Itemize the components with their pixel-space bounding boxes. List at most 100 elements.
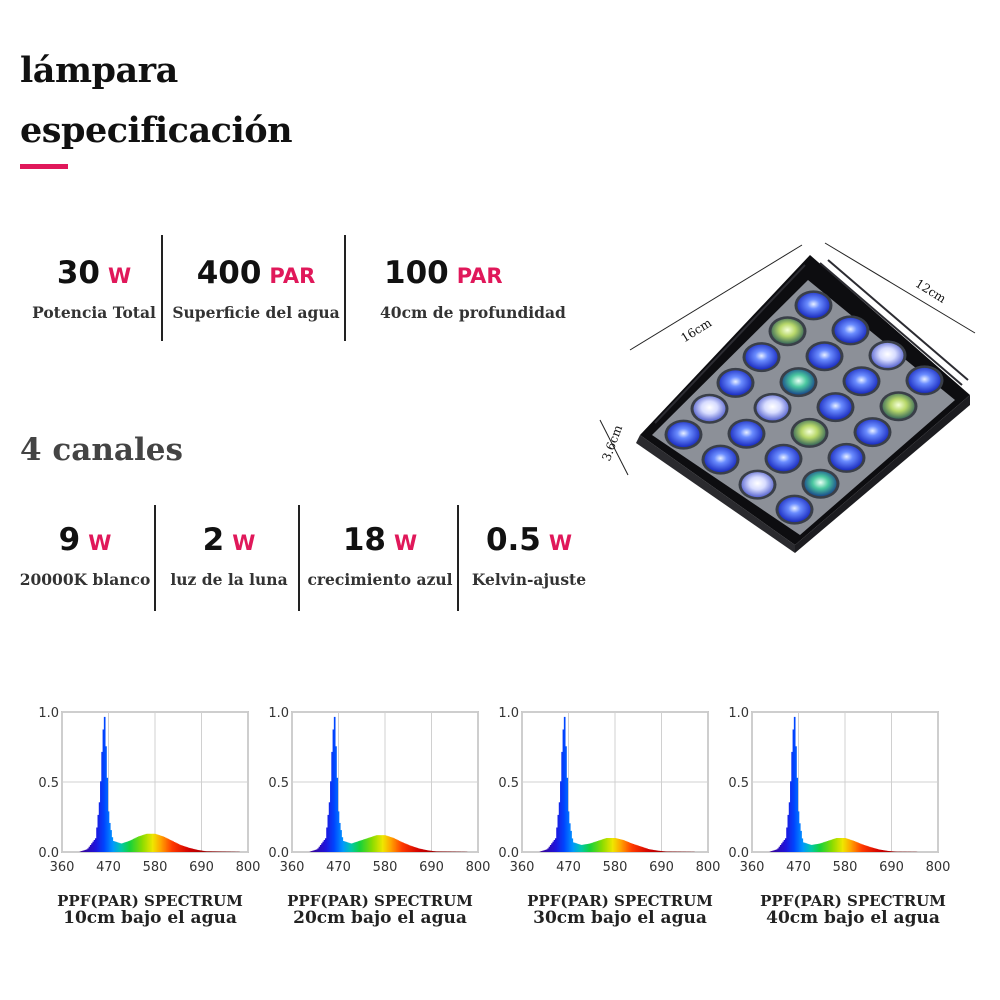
spectrum-bar xyxy=(153,833,155,852)
spectrum-bar xyxy=(369,837,372,852)
led-lens xyxy=(719,370,752,396)
spectrum-bar xyxy=(340,830,342,852)
spectrum-bar xyxy=(430,850,432,852)
chart-caption-depth: 30cm bajo el agua xyxy=(533,908,707,928)
spectrum-bar xyxy=(432,851,435,852)
led-lens xyxy=(741,472,774,498)
spectrum-chart-30cm: 360 470 580 690 800 0.0 0.5 1.0 xyxy=(472,700,720,885)
spectrum-chart-20cm: 360 470 580 690 800 0.0 0.5 1.0 xyxy=(242,700,490,885)
spectrum-bar xyxy=(163,836,166,852)
spectrum-bar xyxy=(154,833,157,852)
spectrum-bar xyxy=(182,845,185,852)
spectrum-chart-10cm: 360 470 580 690 800 0.0 0.5 1.0 xyxy=(12,700,260,885)
spectrum-bar xyxy=(202,850,205,852)
spectrum-bar xyxy=(815,844,818,852)
spectrum-bar xyxy=(553,839,556,852)
spectrum-bar xyxy=(829,840,832,852)
page-title-line-1: lámpara xyxy=(20,50,178,91)
spectrum-bar xyxy=(112,841,115,852)
spectrum-bar xyxy=(407,844,410,852)
spectrum-bar xyxy=(573,842,576,852)
spectrum-bar xyxy=(609,838,612,852)
led-lens xyxy=(693,396,726,422)
spectrum-bar xyxy=(802,842,805,852)
spectrum-bar xyxy=(345,841,347,852)
led-lens xyxy=(871,342,904,368)
spectrum-bar xyxy=(385,835,388,852)
divider xyxy=(298,505,300,611)
spectrum-bar xyxy=(409,845,412,852)
spectrum-bar xyxy=(116,842,119,852)
spectrum-bar xyxy=(110,830,112,852)
spectrum-bar xyxy=(582,844,585,852)
spectrum-bar xyxy=(575,843,577,852)
spectrum-bar xyxy=(434,851,436,852)
y-tick-label: 0.0 xyxy=(268,846,289,861)
spectrum-bar xyxy=(544,849,547,852)
spectrum-bar xyxy=(861,844,863,852)
spectrum-bar xyxy=(605,838,608,852)
spectrum-bar xyxy=(819,843,821,852)
spectrum-bar xyxy=(428,850,431,852)
spectrum-bar xyxy=(167,838,169,852)
spectrum-bar xyxy=(164,837,167,852)
page-title-line-2: especificación xyxy=(20,110,293,151)
spectrum-bar xyxy=(165,838,168,852)
spectrum-bar xyxy=(179,845,182,852)
y-tick-label: 0.0 xyxy=(728,846,749,861)
led-lens xyxy=(908,367,941,393)
spectrum-bar xyxy=(413,847,416,852)
spectrum-bar xyxy=(556,827,558,852)
spectrum-bar xyxy=(350,843,353,852)
spectrum-bar xyxy=(311,851,313,852)
spectrum-bar xyxy=(335,746,337,852)
spectrum-bar xyxy=(790,781,792,852)
spectrum-bar xyxy=(656,850,659,852)
spectrum-bar xyxy=(566,777,569,852)
spectrum-bar xyxy=(138,836,140,852)
spectrum-bar xyxy=(399,841,402,852)
spectrum-bar xyxy=(803,842,806,852)
spectrum-bar xyxy=(371,836,374,852)
spectrum-bar xyxy=(420,848,422,852)
spectrum-chart-40cm: 360 470 580 690 800 0.0 0.5 1.0 xyxy=(702,700,950,885)
spectrum-bar xyxy=(590,843,593,852)
chart-caption-title: PPF(PAR) SPECTRUM xyxy=(57,892,243,910)
spectrum-bar xyxy=(398,840,401,852)
spectrum-bar xyxy=(576,843,579,852)
spectrum-bar xyxy=(792,729,795,852)
spectrum-bar xyxy=(880,849,882,852)
spectrum-bar xyxy=(787,814,790,852)
chart-caption-title: PPF(PAR) SPECTRUM xyxy=(527,892,713,910)
spectrum-bar xyxy=(177,843,180,852)
spectrum-bar xyxy=(831,839,834,852)
channel-label: 20000K blanco xyxy=(19,570,151,589)
spectrum-bar xyxy=(352,842,355,852)
spectrum-bar xyxy=(155,834,158,852)
spectrum-bar xyxy=(637,845,640,852)
spectrum-bar xyxy=(382,835,384,852)
spectrum-bar xyxy=(882,850,885,852)
spectrum-bar xyxy=(216,851,219,852)
spectrum-bar xyxy=(859,843,862,852)
spectrum-bar xyxy=(346,842,349,852)
spectrum-bar xyxy=(370,836,373,852)
spectrum-bar xyxy=(380,835,383,852)
spectrum-bar xyxy=(439,851,441,852)
channel-unit: W xyxy=(548,531,573,555)
spectrum-bar xyxy=(558,802,561,852)
spectrum-bar xyxy=(797,811,800,852)
spectrum-bar xyxy=(823,842,825,852)
spectrum-bar xyxy=(378,835,380,852)
spectrum-bar xyxy=(622,839,624,852)
spectrum-bar xyxy=(571,838,574,852)
spectrum-bar xyxy=(873,848,876,852)
spectrum-bar xyxy=(384,835,387,852)
spectrum-bar xyxy=(546,849,548,852)
spectrum-bar xyxy=(781,843,783,852)
spectrum-bar xyxy=(855,842,858,852)
spectrum-bar xyxy=(857,842,859,852)
spectrum-bar xyxy=(124,842,126,852)
x-tick-label: 360 xyxy=(510,860,535,875)
spectrum-bar xyxy=(119,843,121,852)
